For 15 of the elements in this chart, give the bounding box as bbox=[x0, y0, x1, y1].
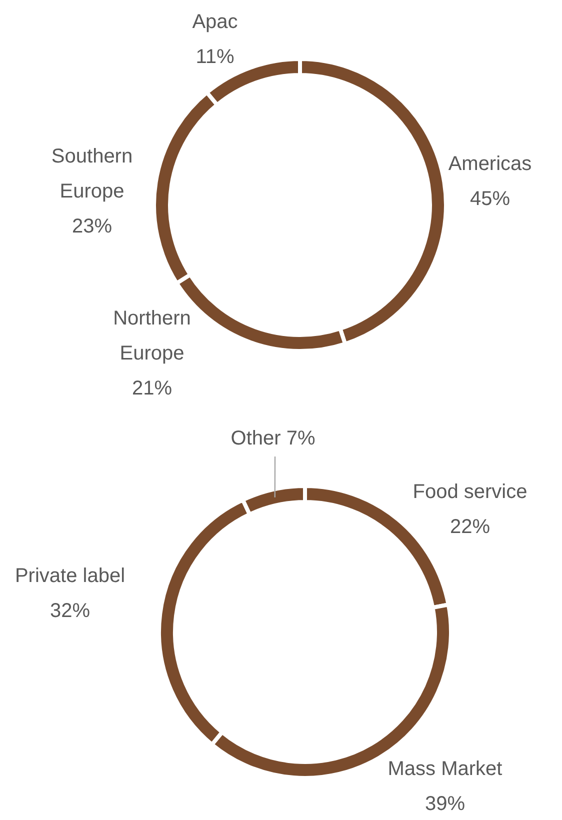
slice-label: Americas bbox=[448, 153, 532, 175]
data-label: 39% bbox=[424, 793, 466, 815]
data-label: 11% bbox=[196, 46, 234, 68]
data-label: 23% bbox=[72, 216, 112, 238]
data-label: 22% bbox=[450, 516, 490, 538]
slice-label: Other 7% bbox=[230, 428, 316, 450]
data-label: 45% bbox=[470, 188, 510, 210]
slice-label: Apac bbox=[192, 11, 238, 33]
slice-label: Mass Market bbox=[388, 758, 503, 780]
slice-label: Northern Europe bbox=[113, 308, 191, 364]
slice-label: Food service bbox=[412, 481, 528, 503]
slice-label: Private label bbox=[14, 565, 126, 587]
data-label: 21% bbox=[132, 378, 172, 400]
data-label: 32% bbox=[50, 600, 90, 622]
slice-label: Southern Europe bbox=[51, 146, 133, 202]
